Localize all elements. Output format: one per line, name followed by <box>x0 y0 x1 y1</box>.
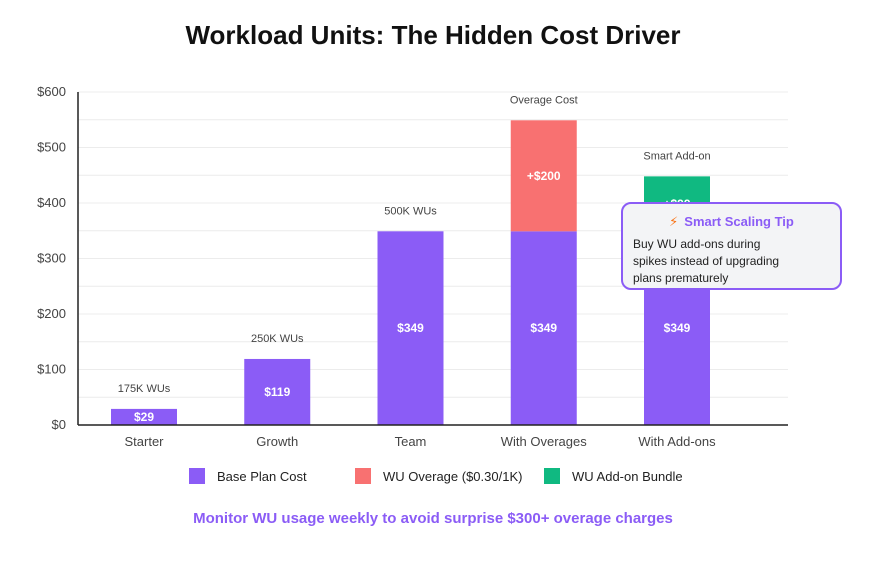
bar-value-label: $349 <box>530 321 557 335</box>
bar-base-plan-cost <box>244 358 311 425</box>
legend-swatch-overage <box>355 468 371 484</box>
bar-base-plan-cost <box>377 231 444 425</box>
y-axis-ticks: $0 $100 $200 $300 $400 $500 $600 <box>37 84 66 432</box>
lightning-icon: ⚡ <box>669 214 679 229</box>
legend-label-overage: WU Overage ($0.30/1K) <box>383 468 523 484</box>
bar-value-label: +$200 <box>527 169 561 183</box>
bar-annotation: 250K WUs <box>251 333 304 345</box>
y-tick-label: $300 <box>37 251 66 266</box>
bar-annotation: Smart Add-on <box>643 150 710 162</box>
legend: Base Plan Cost WU Overage ($0.30/1K) WU … <box>0 468 880 490</box>
legend-label-base: Base Plan Cost <box>217 468 307 484</box>
tip-title: Smart Scaling Tip <box>684 214 794 229</box>
smart-scaling-tip-box: ⚡ Smart Scaling Tip Buy WU add-ons during… <box>621 202 842 290</box>
legend-item-base: Base Plan Cost <box>189 468 307 484</box>
tip-line: Buy WU add-ons during <box>633 237 761 251</box>
category-labels: Starter Growth Team With Overages With Add-o… <box>124 434 716 449</box>
legend-swatch-base <box>189 468 205 484</box>
tip-line: spikes instead of upgrading <box>633 254 780 268</box>
footer-note: Monitor WU usage weekly to avoid surpris… <box>193 510 673 527</box>
category-label: Growth <box>256 434 298 449</box>
y-tick-label: $0 <box>52 417 66 432</box>
bar-value-label: $119 <box>264 385 290 399</box>
legend-label-addon: WU Add-on Bundle <box>572 468 683 484</box>
category-label: Starter <box>124 434 164 449</box>
legend-item-addon: WU Add-on Bundle <box>544 468 683 484</box>
y-tick-label: $600 <box>37 84 66 99</box>
y-tick-label: $500 <box>37 140 66 155</box>
tip-header: ⚡ Smart Scaling Tip <box>623 214 840 230</box>
bar-annotation: 175K WUs <box>118 383 171 395</box>
category-label: With Add-ons <box>638 434 716 449</box>
tip-body: Buy WU add-ons during spikes instead of … <box>633 236 783 287</box>
bar-value-label: $349 <box>397 321 424 335</box>
tip-line: plans prematurely <box>633 271 729 285</box>
bar-value-label: $349 <box>664 321 691 335</box>
bar-wu-overage-0-30-1k- <box>510 120 577 232</box>
bar-base-plan-cost <box>111 408 177 425</box>
y-tick-label: $200 <box>37 306 66 321</box>
bar-value-label: $29 <box>134 410 154 424</box>
bar-annotation: Overage Cost <box>510 94 578 106</box>
annotations: 175K WUs 250K WUs 500K WUs Overage Cost Smar… <box>118 94 711 395</box>
y-tick-label: $100 <box>37 362 66 377</box>
legend-item-overage: WU Overage ($0.30/1K) <box>355 468 522 484</box>
category-label: Team <box>395 434 427 449</box>
legend-swatch-addon <box>544 468 560 484</box>
chart-title: Workload Units: The Hidden Cost Driver <box>185 20 681 50</box>
category-label: With Overages <box>501 434 587 449</box>
bar-annotation: 500K WUs <box>384 205 437 217</box>
bar-base-plan-cost <box>510 231 577 425</box>
y-tick-label: $400 <box>37 195 66 210</box>
